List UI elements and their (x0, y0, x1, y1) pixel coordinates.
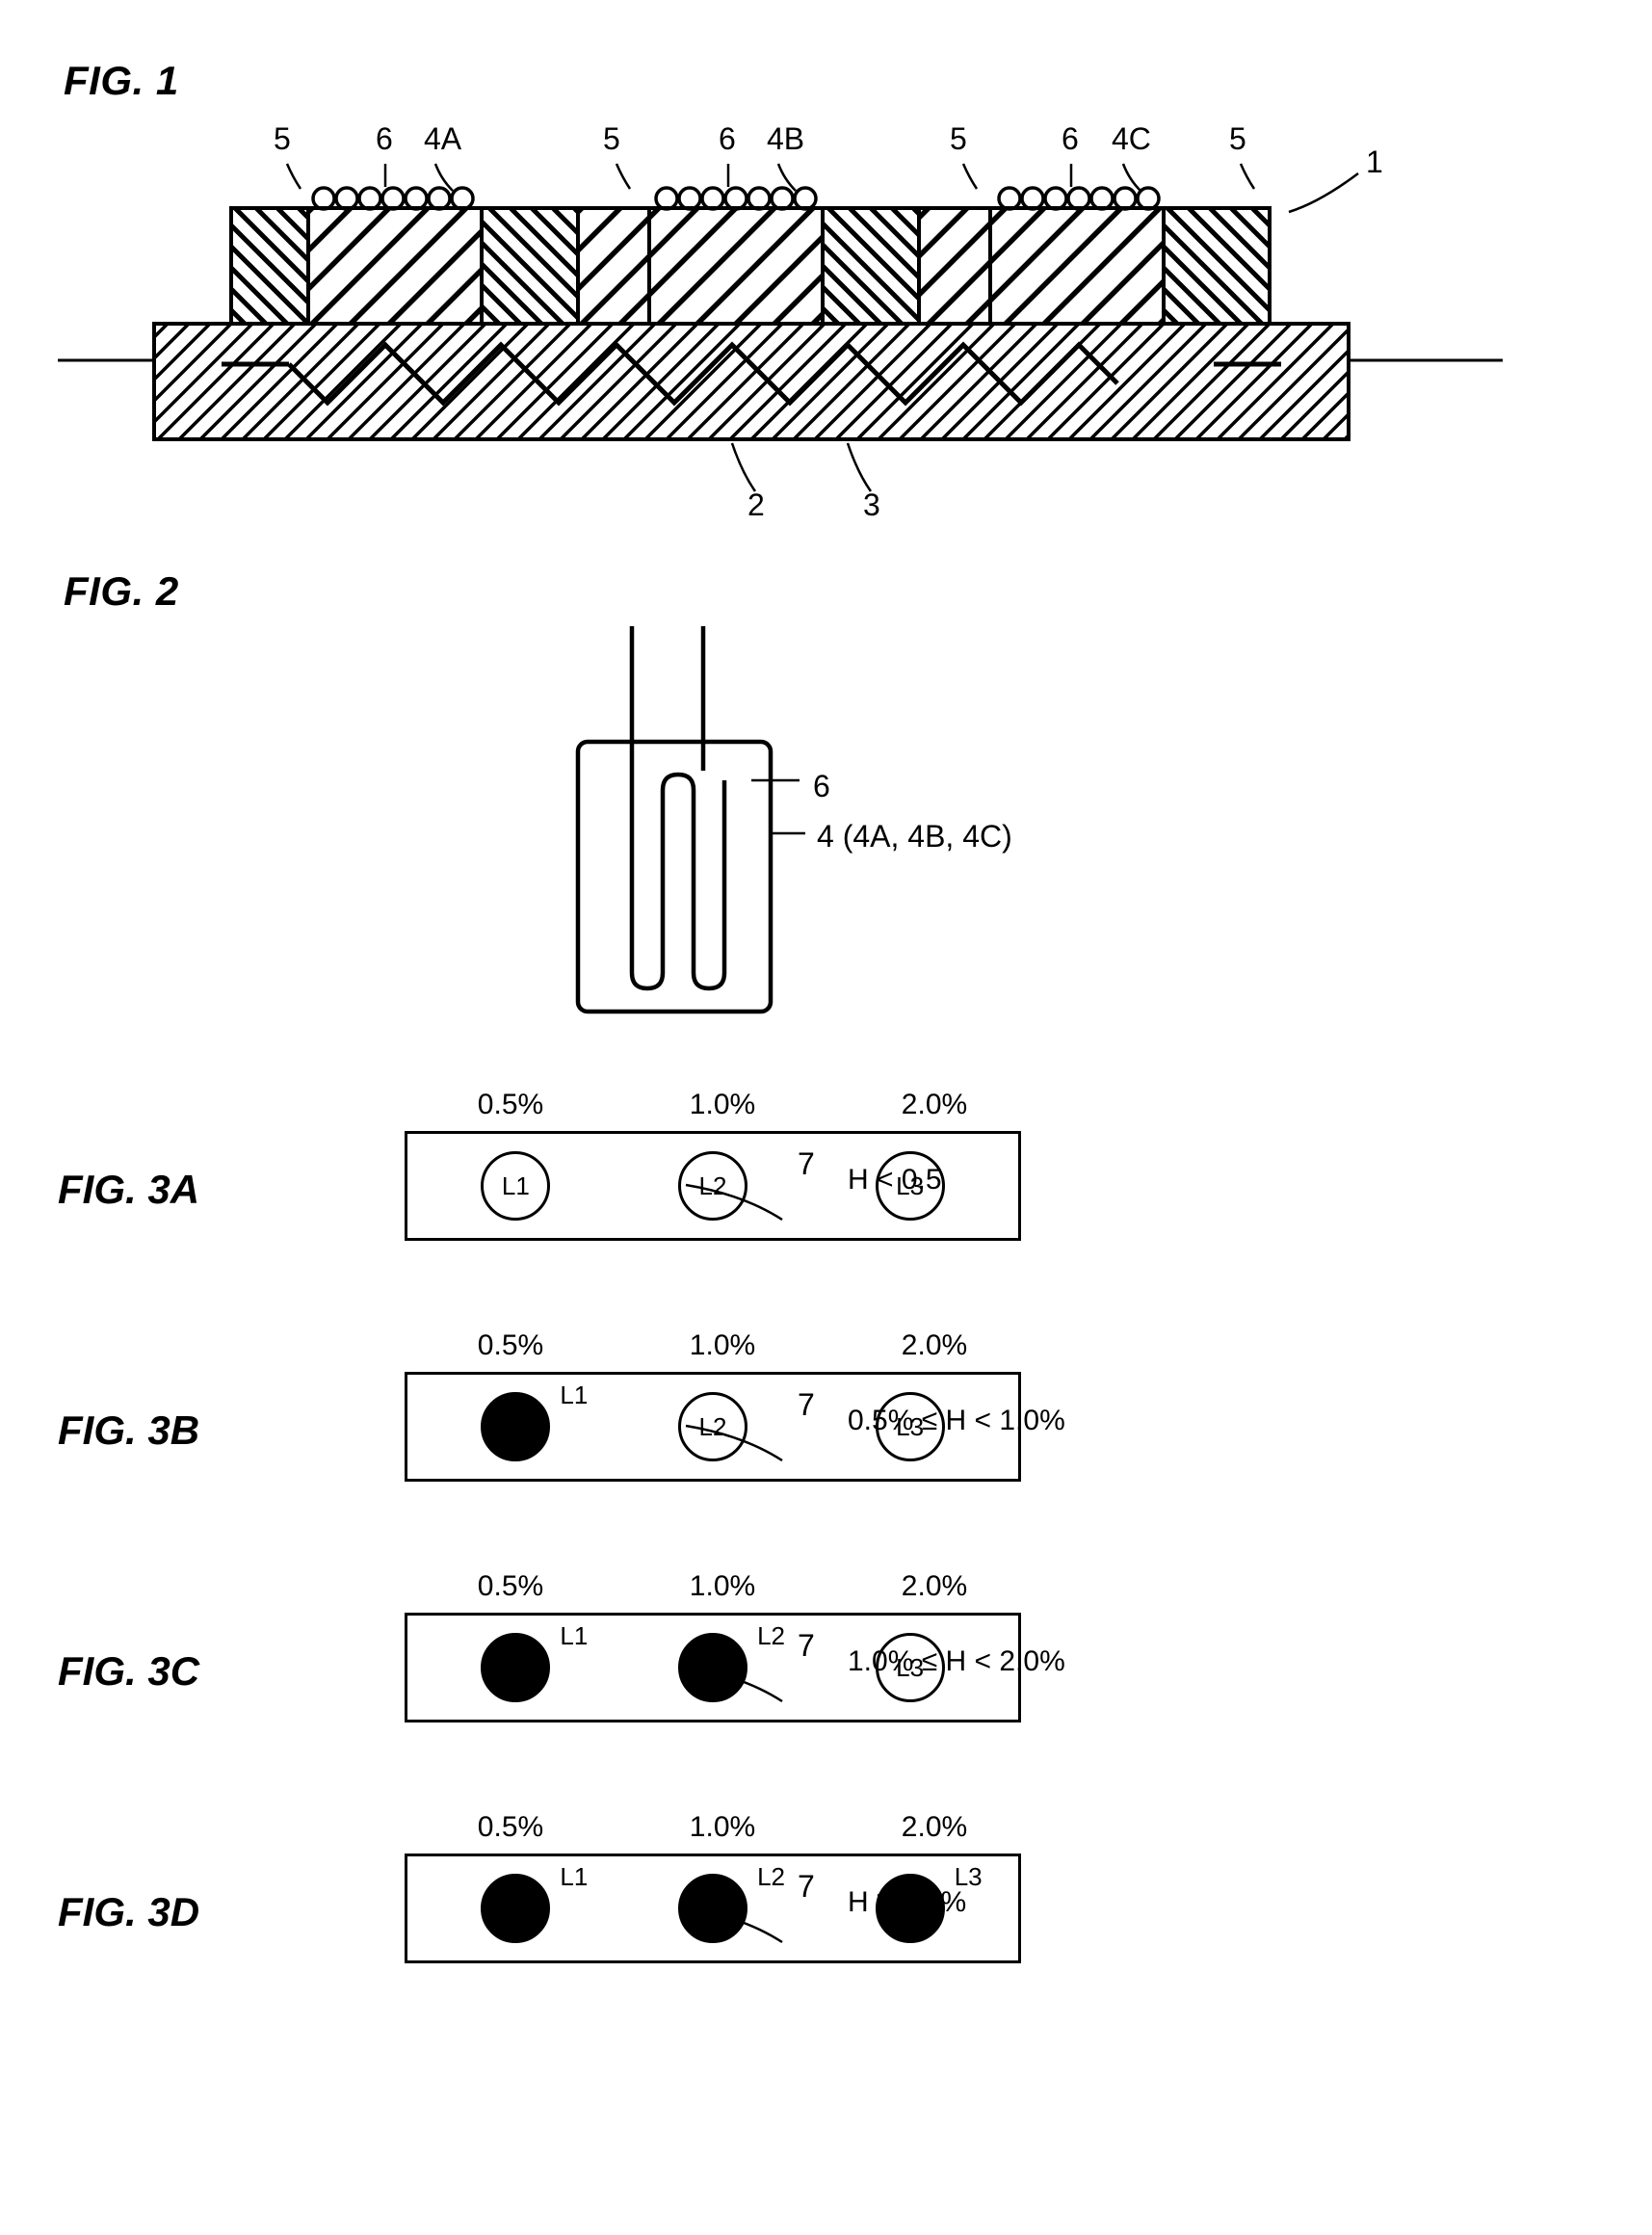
fig1-co-4C: 4C (1112, 121, 1151, 157)
fig1-co-4A: 4A (424, 121, 461, 157)
callout-arrow-icon (682, 1416, 798, 1474)
fig3-indicator-slot: L1 (424, 1856, 607, 1960)
fig3-indicator-slot: L1 (424, 1375, 607, 1479)
fig3-percent: 1.0% (690, 1811, 755, 1844)
fig3-percent: 0.5% (478, 1329, 543, 1362)
fig1-co-5c: 5 (950, 121, 967, 157)
fig3-condition: H ≥ 2.0% (848, 1886, 1233, 1919)
fig3-indicator-slot: L1 (424, 1134, 607, 1238)
callout-arrow-icon (682, 1898, 798, 1956)
fig3-row-label: FIG. 3A (58, 1167, 405, 1213)
fig3-percent: 2.0% (902, 1089, 967, 1121)
indicator-on-icon (481, 1633, 550, 1702)
fig3-ref-7: 7 (798, 1869, 815, 1905)
fig3-percent: 2.0% (902, 1811, 967, 1844)
callout-arrow-icon (682, 1175, 798, 1233)
fig1-co-6a: 6 (376, 121, 393, 157)
fig1-co-5b: 5 (603, 121, 620, 157)
indicator-label: L2 (757, 1621, 785, 1651)
fig3-condition: 0.5% ≤ H < 1.0% (848, 1405, 1233, 1437)
fig1-co-3: 3 (863, 487, 880, 523)
fig3-row-label: FIG. 3C (58, 1648, 405, 1695)
fig3-percent-row: 0.5% 1.0% 2.0% (405, 1811, 1040, 1844)
fig3-row: FIG. 3B0.5%1.0%2.0%L1L2L370.5% ≤ H < 1.0… (58, 1329, 1503, 1532)
fig3-row: FIG. 3C0.5%1.0%2.0%L1L2L371.0% ≤ H < 2.0… (58, 1570, 1503, 1773)
fig1-co-6b: 6 (719, 121, 736, 157)
fig1-co-2: 2 (747, 487, 765, 523)
fig3-row-label: FIG. 3B (58, 1407, 405, 1454)
fig1-co-5d: 5 (1229, 121, 1246, 157)
callout-arrow-icon (682, 1657, 798, 1715)
fig3-percent: 1.0% (690, 1089, 755, 1121)
fig3-percent-row: 0.5% 1.0% 2.0% (405, 1570, 1040, 1603)
indicator-label: L2 (757, 1862, 785, 1892)
indicator-label: L1 (560, 1621, 588, 1651)
fig3-ref-7: 7 (798, 1628, 815, 1664)
fig2-label: FIG. 2 (64, 568, 1594, 615)
fig1-co-1: 1 (1366, 145, 1383, 180)
fig3-percent: 1.0% (690, 1329, 755, 1362)
fig3-condition: H < 0.5 (848, 1164, 1233, 1196)
fig3-percent-row: 0.5% 1.0% 2.0% (405, 1089, 1040, 1121)
fig3-group: FIG. 3A0.5%1.0%2.0%L1L2L37H < 0.5FIG. 3B… (58, 1089, 1594, 2013)
indicator-label: L1 (560, 1862, 588, 1892)
fig1-label: FIG. 1 (64, 58, 1594, 104)
page: FIG. 1 (58, 58, 1594, 2013)
fig3-ref-7: 7 (798, 1146, 815, 1182)
indicator-on-icon (481, 1874, 550, 1943)
fig3-percent: 0.5% (478, 1089, 543, 1121)
fig1-diagram: 5 6 4A 5 6 4B 5 6 4C 5 1 2 3 (58, 116, 1503, 520)
fig3-percent: 2.0% (902, 1329, 967, 1362)
fig2-co-4: 4 (4A, 4B, 4C) (817, 819, 1012, 855)
fig3-percent: 2.0% (902, 1570, 967, 1603)
indicator-off-icon: L1 (481, 1151, 550, 1221)
fig1-co-4B: 4B (767, 121, 804, 157)
fig2-co-6: 6 (813, 769, 830, 804)
fig3-percent: 0.5% (478, 1811, 543, 1844)
fig3-percent: 1.0% (690, 1570, 755, 1603)
fig2-diagram: 6 4 (4A, 4B, 4C) (58, 626, 1503, 1040)
fig1-svg (58, 116, 1503, 520)
fig3-indicator-slot: L1 (424, 1616, 607, 1720)
fig1-co-5a: 5 (274, 121, 291, 157)
fig3-ref-7: 7 (798, 1387, 815, 1423)
fig3-percent-row: 0.5% 1.0% 2.0% (405, 1329, 1040, 1362)
fig3-row-label: FIG. 3D (58, 1889, 405, 1935)
fig1-co-6c: 6 (1062, 121, 1079, 157)
fig3-percent: 0.5% (478, 1570, 543, 1603)
fig3-row: FIG. 3D0.5%1.0%2.0%L1L2L37H ≥ 2.0% (58, 1811, 1503, 2013)
fig3-row: FIG. 3A0.5%1.0%2.0%L1L2L37H < 0.5 (58, 1089, 1503, 1291)
fig3-condition: 1.0% ≤ H < 2.0% (848, 1645, 1233, 1678)
indicator-label: L1 (502, 1171, 530, 1201)
indicator-on-icon (481, 1392, 550, 1461)
indicator-label: L1 (560, 1380, 588, 1410)
